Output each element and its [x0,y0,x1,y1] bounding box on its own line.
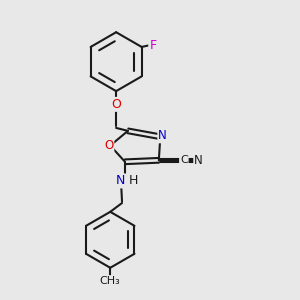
Text: H: H [129,174,139,188]
Text: N: N [116,174,125,188]
Text: CH₃: CH₃ [100,276,121,286]
Text: F: F [149,39,156,52]
Text: N: N [194,154,203,167]
Text: O: O [104,139,113,152]
Text: O: O [111,98,121,111]
Text: C: C [180,155,188,165]
Text: N: N [158,129,167,142]
